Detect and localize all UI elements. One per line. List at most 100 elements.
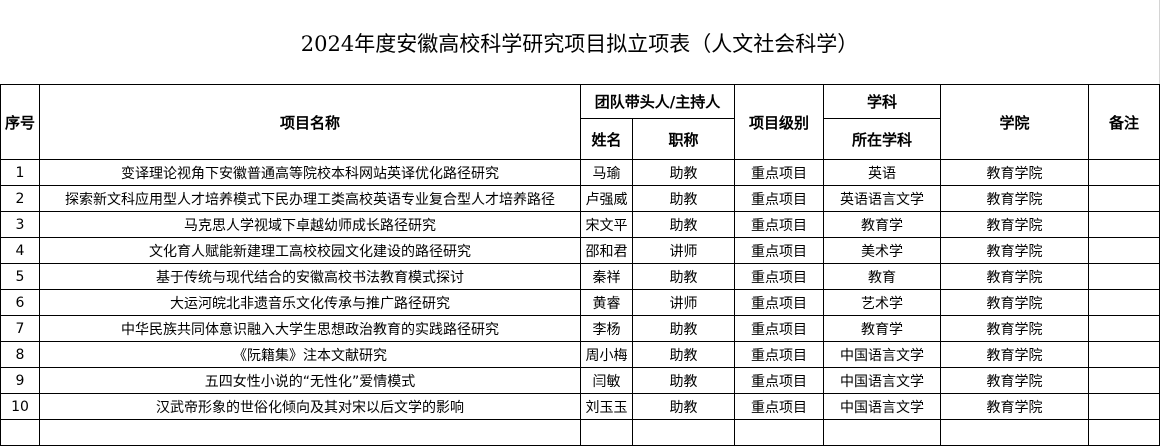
cell-remarks[interactable] <box>1088 159 1160 186</box>
cell-leader-title[interactable]: 助教 <box>632 159 735 186</box>
cell-college[interactable]: 教育学院 <box>940 263 1089 290</box>
cell-leader-title[interactable]: 讲师 <box>632 237 735 264</box>
cell-index[interactable]: 9 <box>0 367 40 394</box>
header-index[interactable]: 序号 <box>0 84 40 160</box>
cell-index[interactable]: 4 <box>0 237 40 264</box>
cell-college[interactable]: 教育学院 <box>940 289 1089 316</box>
cell-discipline[interactable]: 美术学 <box>823 237 941 264</box>
empty-cell[interactable] <box>580 419 633 446</box>
cell-remarks[interactable] <box>1088 315 1160 342</box>
empty-cell[interactable] <box>1088 419 1160 446</box>
header-discipline-group[interactable]: 学科 <box>823 84 941 119</box>
cell-discipline[interactable]: 艺术学 <box>823 289 941 316</box>
header-leader-group[interactable]: 团队带头人/主持人 <box>580 84 735 119</box>
cell-project-name[interactable]: 基于传统与现代结合的安徽高校书法教育模式探讨 <box>39 263 581 290</box>
cell-discipline[interactable]: 教育 <box>823 263 941 290</box>
cell-leader-title[interactable]: 助教 <box>632 341 735 368</box>
cell-project-name[interactable]: 大运河皖北非遗音乐文化传承与推广路径研究 <box>39 289 581 316</box>
cell-level[interactable]: 重点项目 <box>734 263 824 290</box>
cell-discipline[interactable]: 英语 <box>823 159 941 186</box>
cell-leader-title[interactable]: 助教 <box>632 367 735 394</box>
header-project-name[interactable]: 项目名称 <box>39 84 581 160</box>
cell-index[interactable]: 5 <box>0 263 40 290</box>
cell-project-name[interactable]: 马克思人学视域下卓越幼师成长路径研究 <box>39 211 581 238</box>
cell-remarks[interactable] <box>1088 367 1160 394</box>
cell-leader-name[interactable]: 刘玉玉 <box>580 393 633 420</box>
empty-cell[interactable] <box>632 419 735 446</box>
cell-college[interactable]: 教育学院 <box>940 237 1089 264</box>
cell-leader-name[interactable]: 邵和君 <box>580 237 633 264</box>
cell-project-name[interactable]: 汉武帝形象的世俗化倾向及其对宋以后文学的影响 <box>39 393 581 420</box>
header-discipline[interactable]: 所在学科 <box>823 118 941 160</box>
cell-project-name[interactable]: 《阮籍集》注本文献研究 <box>39 341 581 368</box>
cell-discipline[interactable]: 教育学 <box>823 211 941 238</box>
cell-project-name[interactable]: 探索新文科应用型人才培养模式下民办理工类高校英语专业复合型人才培养路径 <box>39 185 581 212</box>
cell-college[interactable]: 教育学院 <box>940 159 1089 186</box>
cell-level[interactable]: 重点项目 <box>734 237 824 264</box>
cell-project-name[interactable]: 五四女性小说的“无性化”爱情模式 <box>39 367 581 394</box>
header-college[interactable]: 学院 <box>940 84 1089 160</box>
cell-level[interactable]: 重点项目 <box>734 315 824 342</box>
cell-level[interactable]: 重点项目 <box>734 211 824 238</box>
cell-project-name[interactable]: 变译理论视角下安徽普通高等院校本科网站英译优化路径研究 <box>39 159 581 186</box>
empty-cell[interactable] <box>0 419 40 446</box>
header-remarks[interactable]: 备注 <box>1088 84 1160 160</box>
cell-leader-name[interactable]: 黄睿 <box>580 289 633 316</box>
cell-discipline[interactable]: 中国语言文学 <box>823 341 941 368</box>
cell-index[interactable]: 2 <box>0 185 40 212</box>
cell-leader-title[interactable]: 助教 <box>632 211 735 238</box>
cell-leader-name[interactable]: 宋文平 <box>580 211 633 238</box>
cell-college[interactable]: 教育学院 <box>940 367 1089 394</box>
cell-leader-name[interactable]: 秦祥 <box>580 263 633 290</box>
cell-leader-name[interactable]: 马瑜 <box>580 159 633 186</box>
cell-college[interactable]: 教育学院 <box>940 211 1089 238</box>
empty-row <box>0 419 1160 446</box>
cell-project-name[interactable]: 中华民族共同体意识融入大学生思想政治教育的实践路径研究 <box>39 315 581 342</box>
cell-remarks[interactable] <box>1088 185 1160 212</box>
header-leader-name[interactable]: 姓名 <box>580 118 633 160</box>
cell-leader-title[interactable]: 助教 <box>632 393 735 420</box>
cell-leader-name[interactable]: 周小梅 <box>580 341 633 368</box>
cell-college[interactable]: 教育学院 <box>940 341 1089 368</box>
cell-college[interactable]: 教育学院 <box>940 315 1089 342</box>
cell-level[interactable]: 重点项目 <box>734 185 824 212</box>
cell-project-name[interactable]: 文化育人赋能新建理工高校校园文化建设的路径研究 <box>39 237 581 264</box>
cell-leader-name[interactable]: 李杨 <box>580 315 633 342</box>
cell-discipline[interactable]: 中国语言文学 <box>823 393 941 420</box>
cell-remarks[interactable] <box>1088 393 1160 420</box>
empty-cell[interactable] <box>823 419 941 446</box>
cell-college[interactable]: 教育学院 <box>940 185 1089 212</box>
header-leader-title[interactable]: 职称 <box>632 118 735 160</box>
cell-leader-title[interactable]: 助教 <box>632 315 735 342</box>
cell-level[interactable]: 重点项目 <box>734 159 824 186</box>
cell-remarks[interactable] <box>1088 289 1160 316</box>
cell-index[interactable]: 3 <box>0 211 40 238</box>
cell-remarks[interactable] <box>1088 341 1160 368</box>
cell-index[interactable]: 1 <box>0 159 40 186</box>
cell-level[interactable]: 重点项目 <box>734 367 824 394</box>
cell-index[interactable]: 6 <box>0 289 40 316</box>
cell-discipline[interactable]: 教育学 <box>823 315 941 342</box>
cell-leader-name[interactable]: 卢强威 <box>580 185 633 212</box>
cell-discipline[interactable]: 中国语言文学 <box>823 367 941 394</box>
cell-index[interactable]: 7 <box>0 315 40 342</box>
cell-remarks[interactable] <box>1088 237 1160 264</box>
cell-leader-name[interactable]: 闫敏 <box>580 367 633 394</box>
cell-level[interactable]: 重点项目 <box>734 393 824 420</box>
cell-index[interactable]: 8 <box>0 341 40 368</box>
cell-leader-title[interactable]: 助教 <box>632 263 735 290</box>
cell-college[interactable]: 教育学院 <box>940 393 1089 420</box>
table-row: 2 探索新文科应用型人才培养模式下民办理工类高校英语专业复合型人才培养路径 卢强威助… <box>0 185 1160 212</box>
cell-index[interactable]: 10 <box>0 393 40 420</box>
cell-remarks[interactable] <box>1088 263 1160 290</box>
cell-discipline[interactable]: 英语语言文学 <box>823 185 941 212</box>
cell-level[interactable]: 重点项目 <box>734 341 824 368</box>
empty-cell[interactable] <box>734 419 824 446</box>
cell-leader-title[interactable]: 助教 <box>632 185 735 212</box>
header-level[interactable]: 项目级别 <box>734 84 824 160</box>
cell-level[interactable]: 重点项目 <box>734 289 824 316</box>
empty-cell[interactable] <box>39 419 581 446</box>
cell-remarks[interactable] <box>1088 211 1160 238</box>
empty-cell[interactable] <box>940 419 1089 446</box>
cell-leader-title[interactable]: 讲师 <box>632 289 735 316</box>
